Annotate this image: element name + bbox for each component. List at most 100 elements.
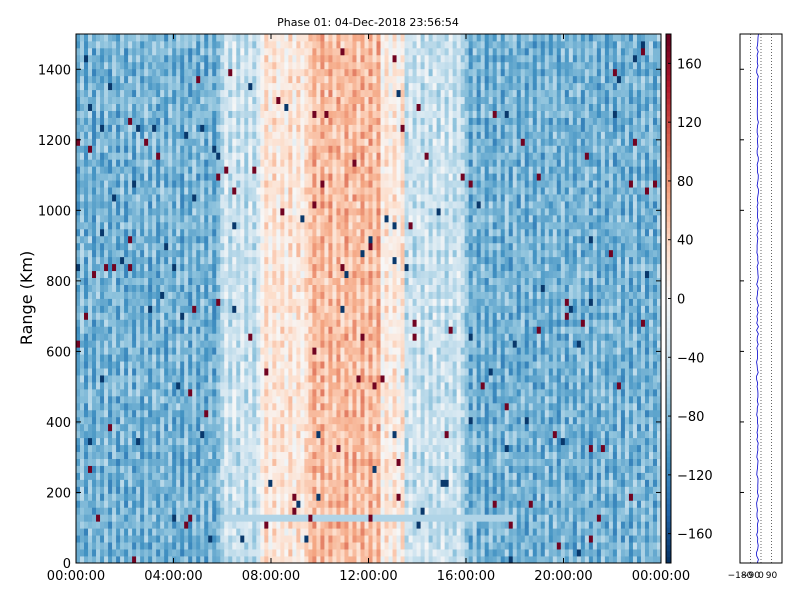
heatmap-cell — [308, 40, 313, 49]
heatmap-cell — [288, 333, 293, 341]
heatmap-cell — [140, 68, 145, 77]
heatmap-cell — [144, 298, 149, 306]
heatmap-cell — [116, 249, 121, 258]
heatmap-cell — [224, 61, 229, 70]
heatmap-cell — [204, 194, 209, 202]
heatmap-cell — [220, 277, 225, 285]
heatmap-cell — [232, 542, 237, 550]
heatmap-cell — [328, 103, 333, 111]
heatmap-cell — [296, 110, 301, 118]
heatmap-cell — [104, 326, 109, 334]
heatmap-cell — [184, 479, 189, 487]
heatmap-cell — [152, 528, 157, 536]
heatmap-cell — [80, 305, 85, 313]
heatmap-cell — [168, 214, 173, 223]
heatmap-cell — [76, 284, 81, 292]
heatmap-cell — [280, 89, 285, 98]
heatmap-cell — [328, 361, 333, 369]
heatmap-cell — [96, 145, 101, 153]
heatmap-cell — [332, 201, 337, 209]
heatmap-cell — [124, 284, 129, 292]
heatmap-cell — [328, 416, 333, 425]
heatmap-cell — [180, 549, 185, 557]
heatmap-cell — [256, 34, 261, 42]
heatmap-cell — [312, 124, 317, 132]
heatmap-cell — [236, 235, 241, 244]
heatmap-cell — [80, 368, 85, 376]
heatmap-cell — [220, 180, 225, 188]
heatmap-cell — [316, 298, 321, 306]
heatmap-cell — [104, 402, 109, 411]
heatmap-cell — [100, 47, 105, 56]
heatmap-cell — [268, 521, 273, 529]
heatmap-cell — [308, 249, 313, 258]
heatmap-cell — [280, 124, 285, 132]
heatmap-cell — [336, 312, 341, 320]
heatmap-cell — [296, 479, 301, 487]
heatmap-cell — [160, 472, 165, 480]
heatmap-cell — [260, 131, 265, 139]
heatmap-cell — [128, 375, 133, 383]
heatmap-cell — [140, 535, 145, 543]
heatmap-cell — [188, 89, 193, 98]
heatmap-cell — [108, 416, 113, 425]
heatmap-cell — [168, 451, 173, 459]
heatmap-cell — [200, 479, 205, 487]
heatmap-cell — [84, 117, 89, 125]
heatmap-cell — [76, 416, 81, 425]
heatmap-cell — [280, 319, 285, 327]
heatmap-cell — [200, 40, 205, 49]
heatmap-cell — [260, 340, 265, 348]
heatmap-cell — [172, 549, 177, 557]
heatmap-cell — [108, 514, 113, 522]
heatmap-cell — [192, 242, 197, 251]
heatmap-cell — [96, 180, 101, 188]
heatmap-cell — [176, 145, 181, 153]
heatmap-cell — [216, 145, 221, 153]
heatmap-cell — [212, 354, 217, 362]
heatmap-cell — [324, 361, 329, 369]
heatmap-cell — [224, 500, 229, 508]
heatmap-cell — [148, 458, 153, 466]
heatmap-cell — [108, 187, 113, 195]
heatmap-cell — [152, 284, 157, 292]
heatmap-cell — [280, 507, 285, 515]
heatmap-cell — [148, 528, 153, 536]
heatmap-cell — [172, 528, 177, 536]
heatmap-cell — [232, 326, 237, 334]
heatmap-cell — [236, 514, 241, 522]
heatmap-cell — [76, 535, 81, 543]
heatmap-cell — [236, 208, 241, 216]
heatmap-cell — [108, 312, 113, 320]
heatmap-cell — [132, 75, 137, 84]
heatmap-cell — [84, 479, 89, 487]
heatmap-cell — [252, 124, 257, 132]
heatmap-cell — [76, 486, 81, 494]
heatmap-cell — [100, 514, 105, 522]
heatmap-cell — [156, 284, 161, 292]
heatmap-cell — [328, 556, 333, 564]
heatmap-cell — [100, 103, 105, 111]
heatmap-cell — [300, 521, 305, 529]
heatmap-cell — [316, 507, 321, 515]
heatmap-cell — [332, 249, 337, 258]
heatmap-cell — [272, 201, 277, 209]
heatmap-cell — [236, 528, 241, 536]
heatmap-cell — [100, 382, 105, 390]
heatmap-cell — [272, 395, 277, 404]
heatmap-cell — [124, 542, 129, 550]
heatmap-cell — [180, 375, 185, 383]
heatmap-cell — [236, 556, 241, 564]
heatmap-cell — [128, 82, 133, 91]
heatmap-cell — [184, 465, 189, 473]
heatmap-cell — [140, 152, 145, 160]
heatmap-cell — [296, 152, 301, 160]
heatmap-cell — [228, 451, 233, 459]
heatmap-cell — [120, 221, 125, 230]
heatmap-cell — [236, 145, 241, 153]
heatmap-cell — [188, 68, 193, 77]
heatmap-cell — [336, 242, 341, 251]
heatmap-cell — [108, 138, 113, 146]
heatmap-cell — [244, 507, 249, 515]
heatmap-cell — [232, 75, 237, 84]
